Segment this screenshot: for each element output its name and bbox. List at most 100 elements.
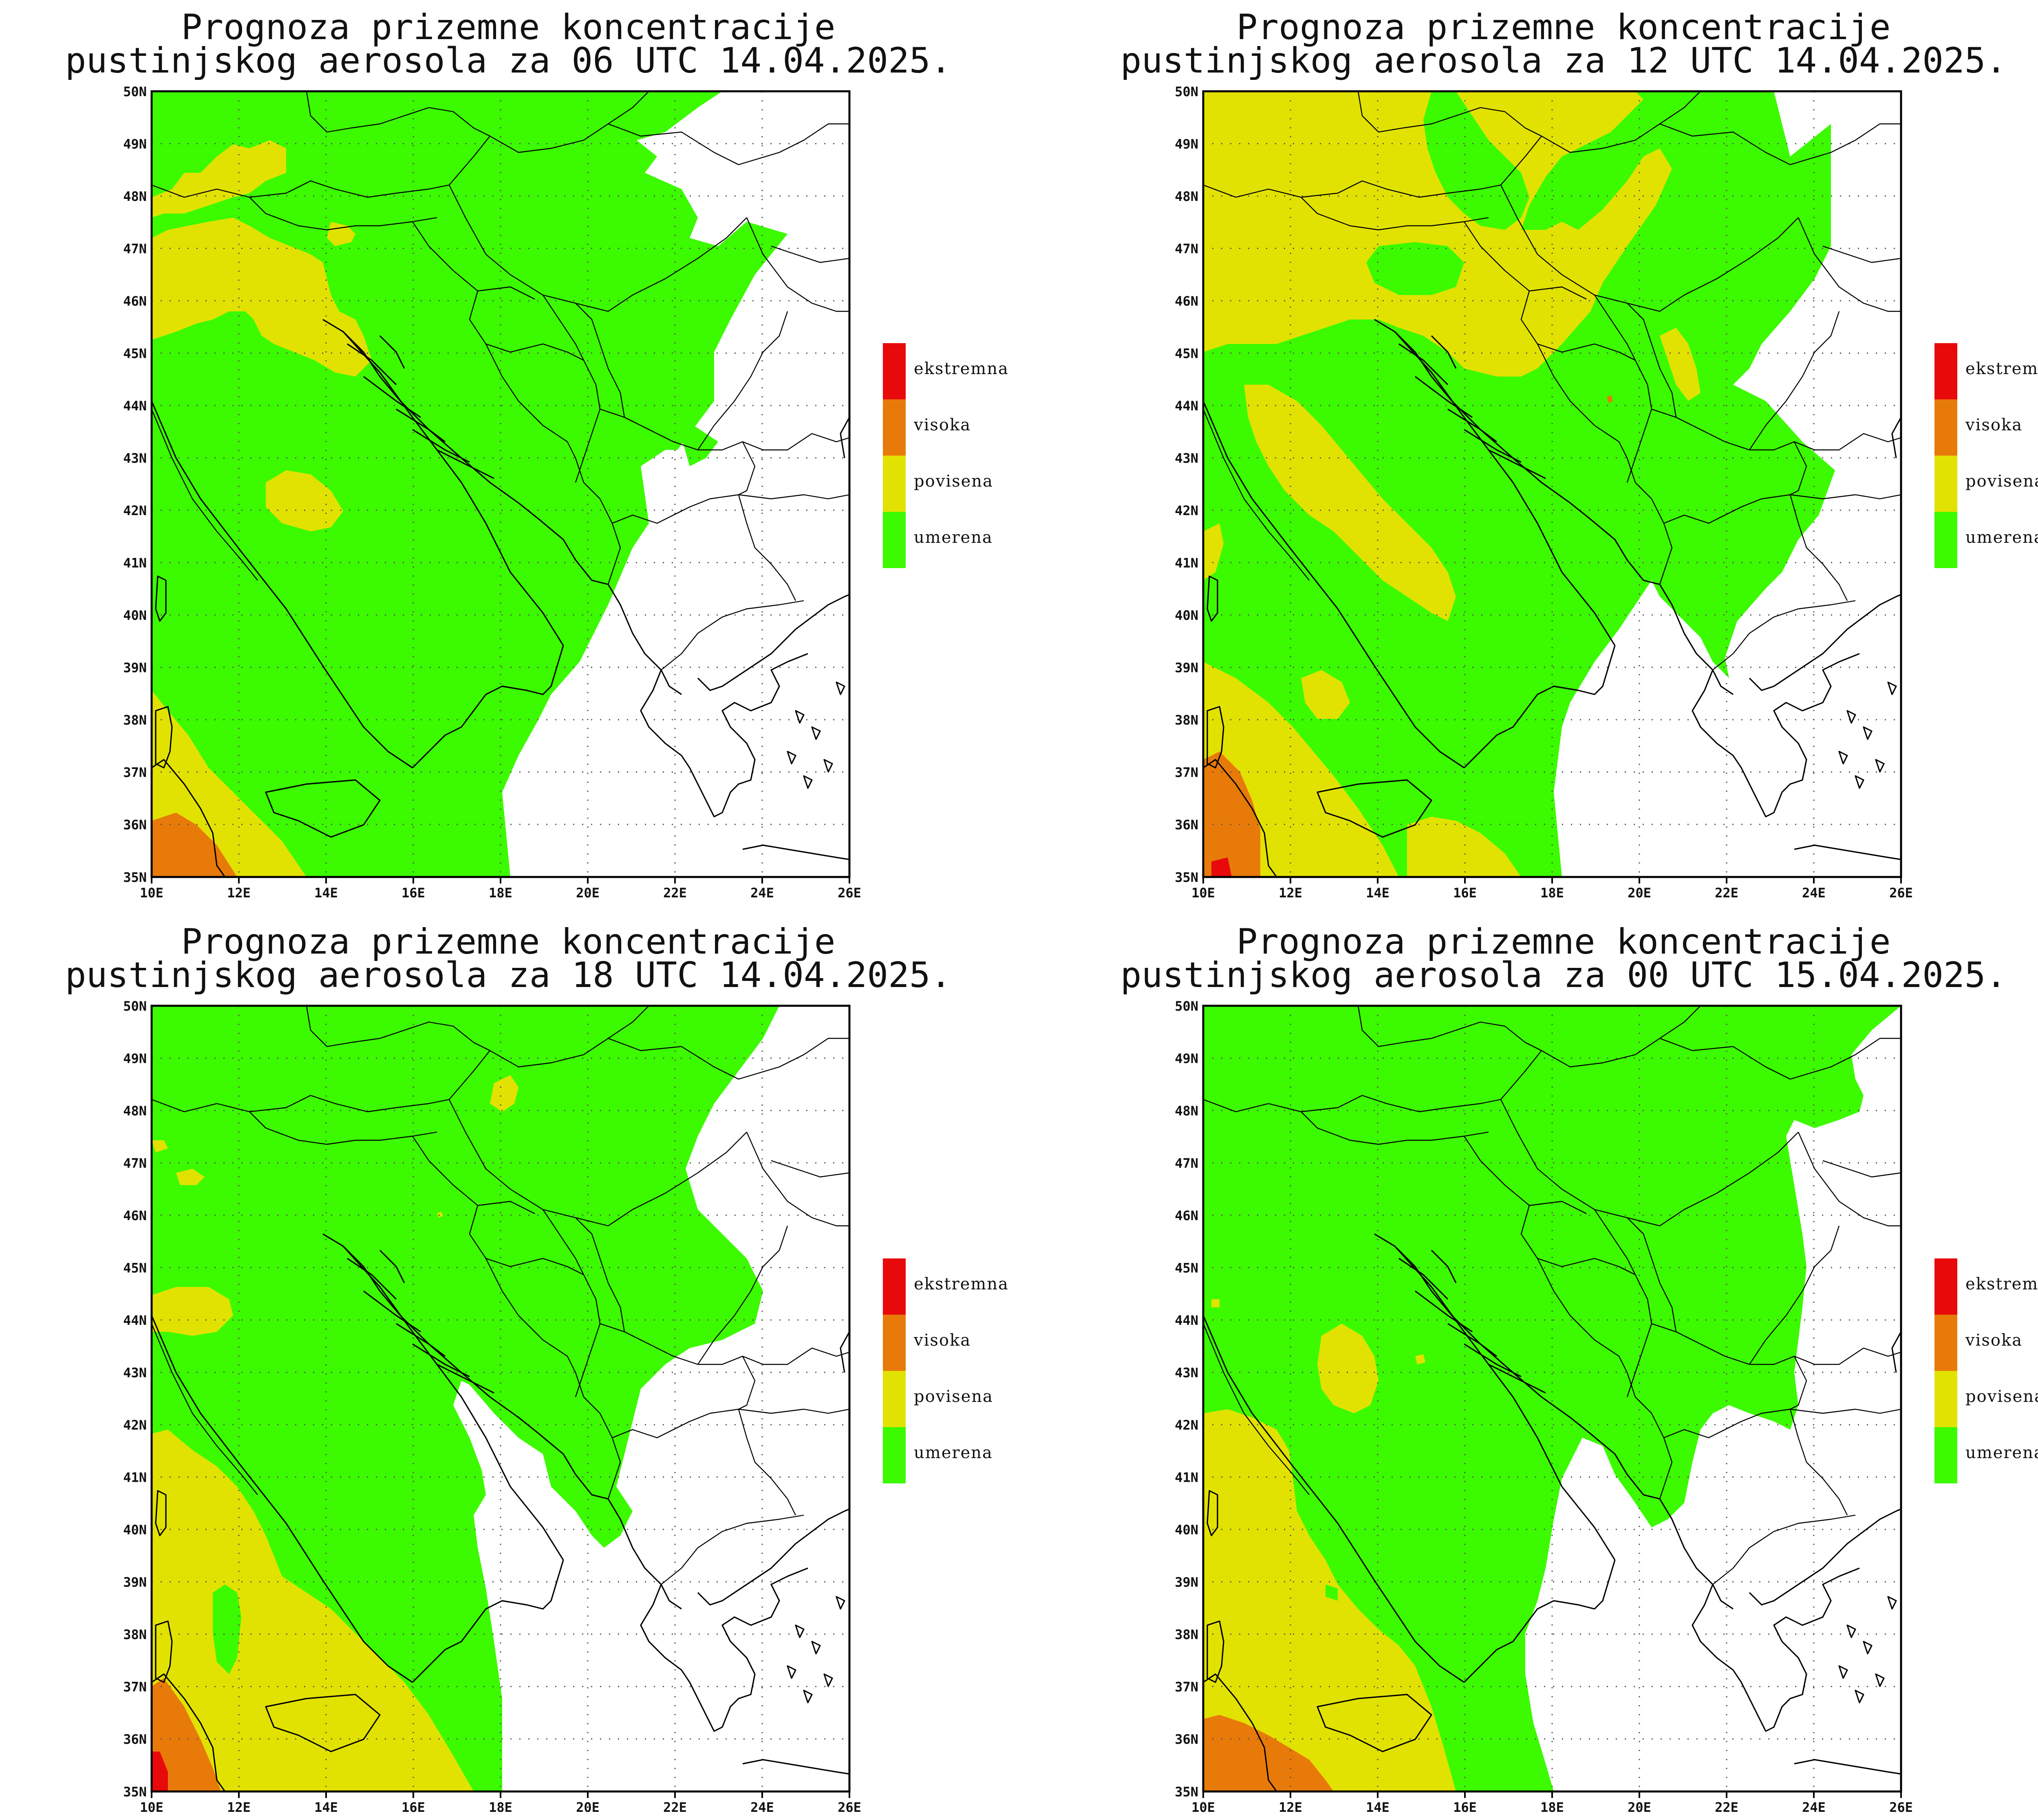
lon-label: 22E (1715, 885, 1738, 901)
lat-label: 46N (123, 1208, 147, 1223)
lat-label: 50N (1175, 84, 1198, 99)
legend-swatch-visoka (883, 399, 906, 456)
lat-label: 44N (1175, 398, 1198, 414)
lon-label: 24E (1802, 885, 1826, 901)
lon-ticks: 10E 12E 14E 16E 18E 20E 22E 24E 26E (1191, 877, 1913, 901)
legend-label: ekstremna (1965, 1275, 2038, 1293)
lon-label: 26E (1889, 1800, 1913, 1815)
panel-18utc: Prognoza prizemne koncentracije pustinjs… (65, 921, 1008, 1815)
lat-label: 35N (1175, 1784, 1198, 1800)
lon-label: 20E (576, 885, 600, 901)
legend: ekstremna visoka povisena umerena (883, 1258, 1008, 1483)
legend-swatch-ekstremna (883, 343, 906, 399)
legend-swatch-povisena (1934, 1371, 1957, 1427)
panel-title-line1: Prognoza prizemne koncentracije (1236, 921, 1890, 962)
lat-label: 36N (1175, 817, 1198, 833)
lon-label: 12E (227, 885, 251, 901)
lat-label: 41N (123, 1470, 147, 1485)
legend-swatch-umerena (883, 512, 906, 568)
lat-label: 38N (1175, 712, 1198, 728)
legend-label: ekstremna (1965, 359, 2038, 378)
lat-label: 41N (1175, 1470, 1198, 1485)
lon-label: 10E (140, 885, 163, 901)
lon-label: 24E (1802, 1800, 1826, 1815)
lon-label: 26E (1889, 885, 1913, 901)
legend-swatch-ekstremna (1934, 343, 1957, 399)
lat-label: 40N (1175, 608, 1198, 623)
lat-label: 37N (1175, 1679, 1198, 1695)
panel-title-line1: Prognoza prizemne koncentracije (1236, 7, 1890, 48)
lat-label: 37N (123, 765, 147, 780)
lat-label: 42N (123, 503, 147, 518)
lat-label: 48N (123, 189, 147, 204)
lat-label: 45N (123, 1260, 147, 1276)
lat-label: 49N (123, 1051, 147, 1066)
lon-label: 18E (1540, 1800, 1564, 1815)
lon-label: 12E (1279, 1800, 1302, 1815)
lat-label: 49N (123, 137, 147, 152)
lon-label: 24E (750, 1800, 774, 1815)
legend-swatch-ekstremna (883, 1258, 906, 1315)
lon-label: 20E (1628, 1800, 1651, 1815)
panel-title-line2: pustinjskog aerosola za 18 UTC 14.04.202… (65, 955, 952, 996)
legend-label: visoka (1965, 1331, 2023, 1350)
legend-swatch-umerena (1934, 512, 1957, 568)
legend-swatch-povisena (883, 1371, 906, 1427)
map-plot: 10E 12E 14E 16E 18E 20E 22E 24E 26E 50N … (1175, 84, 1913, 901)
panel-00utc: Prognoza prizemne koncentracije pustinjs… (1120, 921, 2038, 1815)
lat-label: 38N (1175, 1627, 1198, 1642)
lon-label: 20E (576, 1800, 600, 1815)
lat-label: 36N (1175, 1732, 1198, 1747)
lat-label: 43N (1175, 451, 1198, 466)
lat-label: 35N (1175, 870, 1198, 885)
lon-ticks: 10E 12E 14E 16E 18E 20E 22E 24E 26E (140, 1791, 861, 1815)
lon-label: 10E (1191, 1800, 1215, 1815)
legend-label: ekstremna (914, 359, 1009, 378)
lat-label: 44N (1175, 1313, 1198, 1328)
lat-label: 44N (123, 1313, 147, 1328)
lon-label: 18E (489, 1800, 512, 1815)
legend-label: visoka (913, 416, 971, 434)
lon-label: 22E (1715, 1800, 1738, 1815)
lat-label: 40N (123, 1522, 147, 1538)
legend-swatch-visoka (1934, 399, 1957, 456)
lat-label: 48N (1175, 189, 1198, 204)
legend-label: povisena (1965, 1387, 2038, 1406)
lat-label: 37N (123, 1679, 147, 1695)
lat-label: 36N (123, 817, 147, 833)
legend-label: povisena (914, 1387, 993, 1406)
lat-label: 48N (123, 1103, 147, 1119)
lon-label: 16E (1453, 1800, 1477, 1815)
lon-label: 14E (314, 1800, 338, 1815)
lat-label: 35N (123, 1784, 147, 1800)
lat-label: 47N (1175, 241, 1198, 257)
panel-title-line1: Prognoza prizemne koncentracije (181, 921, 835, 962)
panel-title-line2: pustinjskog aerosola za 06 UTC 14.04.202… (65, 40, 952, 81)
lat-label: 43N (123, 1365, 147, 1381)
lon-ticks: 10E 12E 14E 16E 18E 20E 22E 24E 26E (140, 877, 861, 901)
lat-label: 45N (123, 346, 147, 361)
panel-12utc: Prognoza prizemne koncentracije pustinjs… (1120, 7, 2038, 901)
lon-label: 16E (401, 1800, 425, 1815)
legend-label: povisena (1965, 472, 2038, 491)
panel-06utc: Prognoza prizemne koncentracije pustinjs… (65, 7, 1009, 901)
legend-swatch-umerena (1934, 1427, 1957, 1483)
lat-label: 41N (1175, 555, 1198, 571)
lat-label: 46N (1175, 1208, 1198, 1223)
lon-label: 10E (140, 1800, 163, 1815)
lon-label: 18E (489, 885, 512, 901)
lat-ticks: 50N 49N 48N 47N 46N 45N 44N 43N 42N 41N … (1175, 84, 1198, 885)
lat-label: 47N (1175, 1156, 1198, 1171)
lon-label: 12E (227, 1800, 251, 1815)
lat-label: 38N (123, 1627, 147, 1642)
lat-label: 40N (1175, 1522, 1198, 1538)
legend-swatch-visoka (1934, 1315, 1957, 1371)
lon-label: 24E (750, 885, 774, 901)
lon-label: 26E (838, 1800, 861, 1815)
map-plot: 10E 12E 14E 16E 18E 20E 22E 24E 26E 50N … (123, 84, 861, 901)
legend-label: umerena (1965, 528, 2038, 547)
lat-label: 40N (123, 608, 147, 623)
lat-label: 39N (123, 1575, 147, 1590)
lat-label: 44N (123, 398, 147, 414)
legend-swatch-povisena (883, 456, 906, 512)
